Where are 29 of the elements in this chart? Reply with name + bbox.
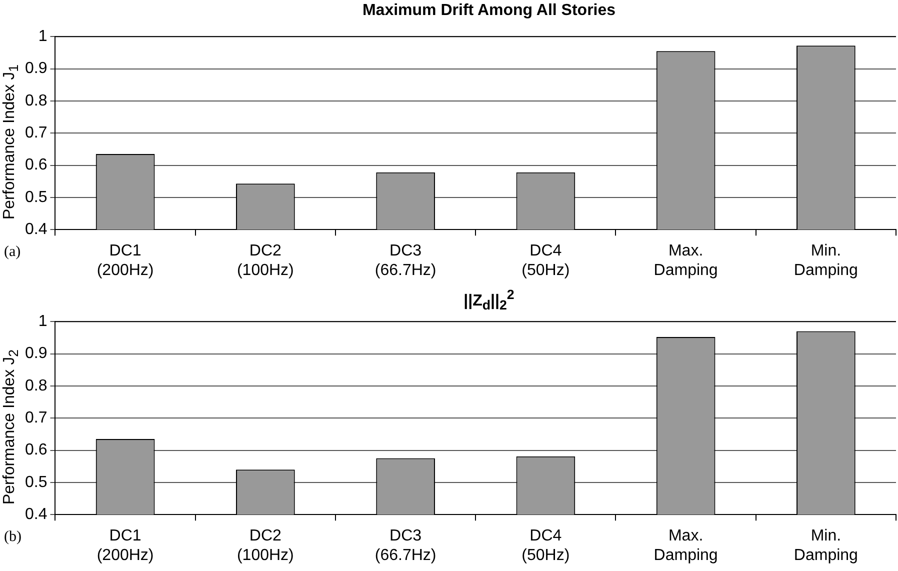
x-tick-label: Min. Damping	[794, 528, 858, 564]
y-tick-label: 0.6	[24, 442, 48, 459]
x-tick-label: DC3 (66.7Hz)	[374, 242, 436, 279]
x-tick-label: Max. Damping	[654, 528, 718, 564]
x-tick-label: Min. Damping	[794, 242, 858, 279]
x-tick-label: Max. Damping	[654, 242, 718, 279]
x-tick-label: DC4 (50Hz)	[522, 528, 570, 564]
y-tick-label: 0.4	[24, 221, 48, 238]
x-tick-label: DC1 (200Hz)	[96, 242, 154, 279]
y-tick-label: 0.8	[24, 377, 48, 394]
x-tick-label: DC2 (100Hz)	[236, 242, 294, 279]
y-tick-label: 0.6	[24, 156, 48, 174]
x-tick-label: DC2 (100Hz)	[236, 528, 294, 564]
y-tick-label: 0.4	[24, 506, 48, 524]
text: (b)	[4, 529, 22, 546]
x-tick-label: DC4 (50Hz)	[522, 242, 570, 279]
y-tick-label: 0.7	[24, 124, 48, 142]
y-tick-label: 0.9	[24, 60, 48, 78]
y-tick-label: 1	[38, 28, 48, 46]
y-tick-label: 0.5	[24, 474, 48, 491]
x-tick-label: DC3 (66.7Hz)	[374, 528, 436, 564]
y-tick-label: 1	[38, 313, 48, 330]
text: (a)	[4, 244, 21, 261]
y-tick-label: 0.5	[24, 188, 48, 206]
y-tick-label: 0.7	[24, 410, 48, 427]
chart-title: Maximum Drift Among All Stories	[361, 2, 617, 20]
y-tick-label: 0.8	[24, 92, 48, 110]
x-tick-label: DC1 (200Hz)	[96, 528, 154, 564]
y-tick-label: 0.9	[24, 345, 48, 362]
